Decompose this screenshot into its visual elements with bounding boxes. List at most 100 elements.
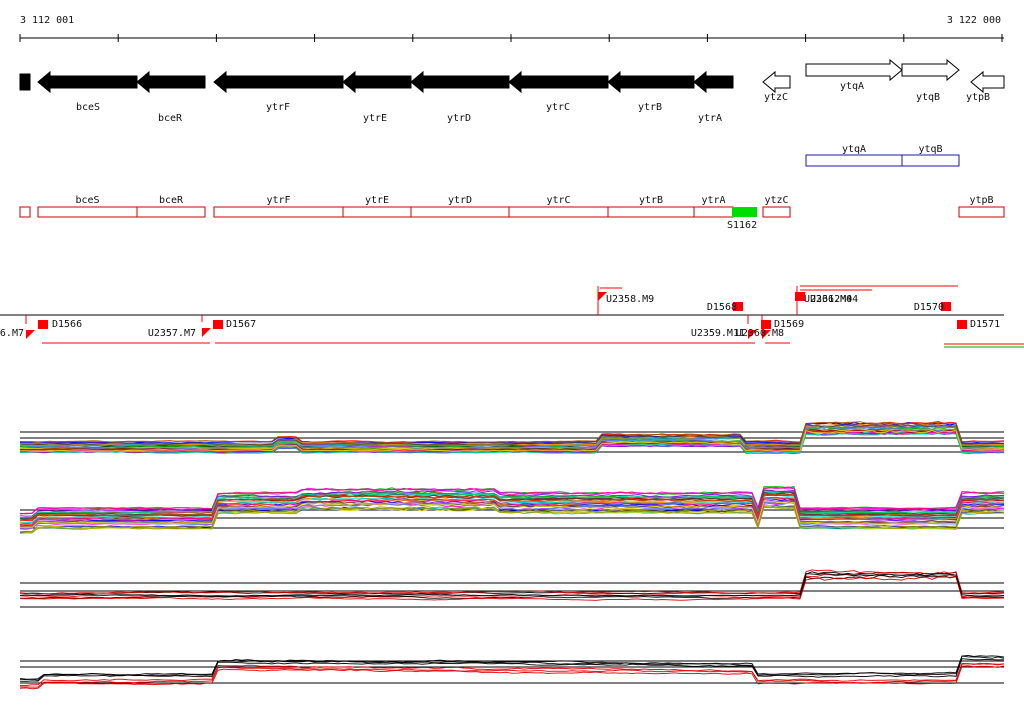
red-box-ytrE [342, 206, 412, 218]
blue-box-label: ytqA [842, 144, 866, 155]
segment-U2358.M9: U2358.M9 [597, 286, 654, 315]
gene-label: bceS [76, 102, 100, 113]
gene-arrow-ytrD: ytrD [410, 70, 510, 124]
expression-trace [20, 662, 1005, 688]
red-box-label: ytzC [764, 195, 788, 206]
segment-label: D1567 [226, 319, 256, 330]
gene-label: ytrD [447, 113, 471, 124]
expression-trace [20, 574, 1005, 599]
gene-label: ytrE [363, 113, 387, 124]
red-box-bceR [136, 206, 206, 218]
gene-arrow-bceS: bceS [37, 70, 138, 113]
gene-arrow-ytrC: ytrC [508, 70, 609, 113]
gene-arrow-shape [213, 70, 344, 94]
segment-track: 6.M7 D1566 U2357.M7 D1567 U2358.M9 D1568 U2359… [0, 285, 1024, 348]
expression-trace [19, 500, 1005, 528]
expression-trace [19, 572, 1005, 597]
gene-label: ytzC [764, 92, 788, 103]
gene-arrow-ytzC: ytzC [762, 70, 791, 103]
segment-D1566: D1566 [38, 319, 82, 330]
red-box-label: ytrF [266, 195, 290, 206]
gene-arrow-shape [342, 70, 412, 94]
red-box-partial [19, 206, 31, 218]
segment-square-marker [733, 302, 743, 311]
segment-D1568: D1568 [707, 302, 743, 313]
segment-D1569: D1569 [761, 319, 804, 330]
gene-arrow-shape [410, 70, 510, 94]
segment-square-marker [761, 320, 771, 329]
gene-arrow-ytrF: ytrF [213, 70, 344, 113]
gene-arrow-shape [508, 70, 609, 94]
segment-label: U2357.M7 [148, 328, 196, 339]
segment-D1571: D1571 [957, 319, 1000, 330]
segment-label: U2361.M4 [804, 294, 852, 305]
red-box-label: bceR [159, 195, 184, 206]
segment-flag-marker [762, 330, 771, 339]
end-coordinate: 3 122 000 [947, 15, 1001, 26]
expression-trace [19, 423, 1005, 446]
red-box-label: ytpB [969, 195, 993, 206]
red-box-label: bceS [75, 195, 99, 206]
red-box-label: ytrA [701, 195, 725, 206]
red-box-ytrB [607, 206, 695, 218]
expression-trace [19, 496, 1005, 525]
gene-track: bceS bceR ytrF ytrE ytrD ytrC ytrB ytrA ytzC ytqA… [19, 58, 1005, 124]
green-box-label: S1162 [727, 220, 757, 231]
segment-U2359.M11: U2359.M11 [691, 315, 757, 339]
red-box-ytrD [410, 206, 510, 218]
gene-arrow-partial [19, 73, 31, 91]
expression-trace [19, 576, 1005, 601]
expression-trace [19, 655, 1005, 681]
expression-trace [19, 429, 1005, 452]
gene-label: ytqA [840, 81, 864, 92]
gene-label: ytrA [698, 113, 722, 124]
red-box-label: ytrE [365, 195, 389, 206]
segment-square-marker [795, 292, 805, 301]
expression-trace [19, 431, 1005, 455]
expression-trace [19, 654, 1005, 680]
red-box-label: ytrD [448, 195, 472, 206]
segment-square-marker [38, 320, 48, 329]
segment-flag-marker [26, 330, 35, 339]
segment-label: D1568 [707, 302, 737, 313]
gene-label: ytpB [966, 92, 990, 103]
expression-trace [19, 489, 1005, 517]
segment-label: D1570 [914, 302, 944, 313]
expression-trace [19, 492, 1005, 521]
gene-arrow-ytqB: ytqB [901, 58, 960, 103]
segment-U2362M04: U2362M04 [795, 292, 858, 305]
gene-arrow-shape [37, 70, 138, 94]
gene-arrow-shape [970, 70, 1005, 94]
expression-trace [19, 569, 1005, 595]
gene-arrow-shape [19, 73, 31, 91]
expression-trace [20, 421, 1005, 444]
expression-trace [19, 426, 1005, 450]
segment-label: 6.M7 [0, 328, 24, 339]
expression-panel-3 [19, 569, 1005, 608]
segment-flag-marker [598, 292, 607, 301]
segment-square-marker [941, 302, 951, 311]
expression-panel-1 [19, 420, 1005, 455]
blue-box-label: ytqB [918, 144, 942, 155]
gene-arrow-ytrA: ytrA [693, 70, 734, 124]
red-box-label: ytrC [546, 195, 570, 206]
gene-arrow-ytpB: ytpB [966, 70, 1005, 103]
ruler-ticks [19, 34, 1003, 42]
segment-D1570: D1570 [914, 302, 951, 313]
segment-label: U2359.M11 [691, 328, 745, 339]
expression-trace [19, 421, 1005, 444]
gene-label: ytrC [546, 102, 570, 113]
gene-arrow-shape [901, 58, 960, 82]
segment-flag-marker [748, 330, 757, 339]
gene-arrow-shape [805, 58, 903, 82]
expression-trace [19, 500, 1005, 528]
blue-box-ytqA [805, 154, 903, 167]
red-box-label: ytrB [639, 195, 663, 206]
segment-6.M7: 6.M7 [0, 315, 35, 339]
start-coordinate: 3 112 001 [20, 15, 74, 26]
segment-square-marker [957, 320, 967, 329]
gene-arrow-shape [693, 70, 734, 94]
gene-arrow-ytrE: ytrE [342, 70, 412, 124]
expression-trace [19, 665, 1005, 690]
gene-arrow-shape [607, 70, 695, 94]
